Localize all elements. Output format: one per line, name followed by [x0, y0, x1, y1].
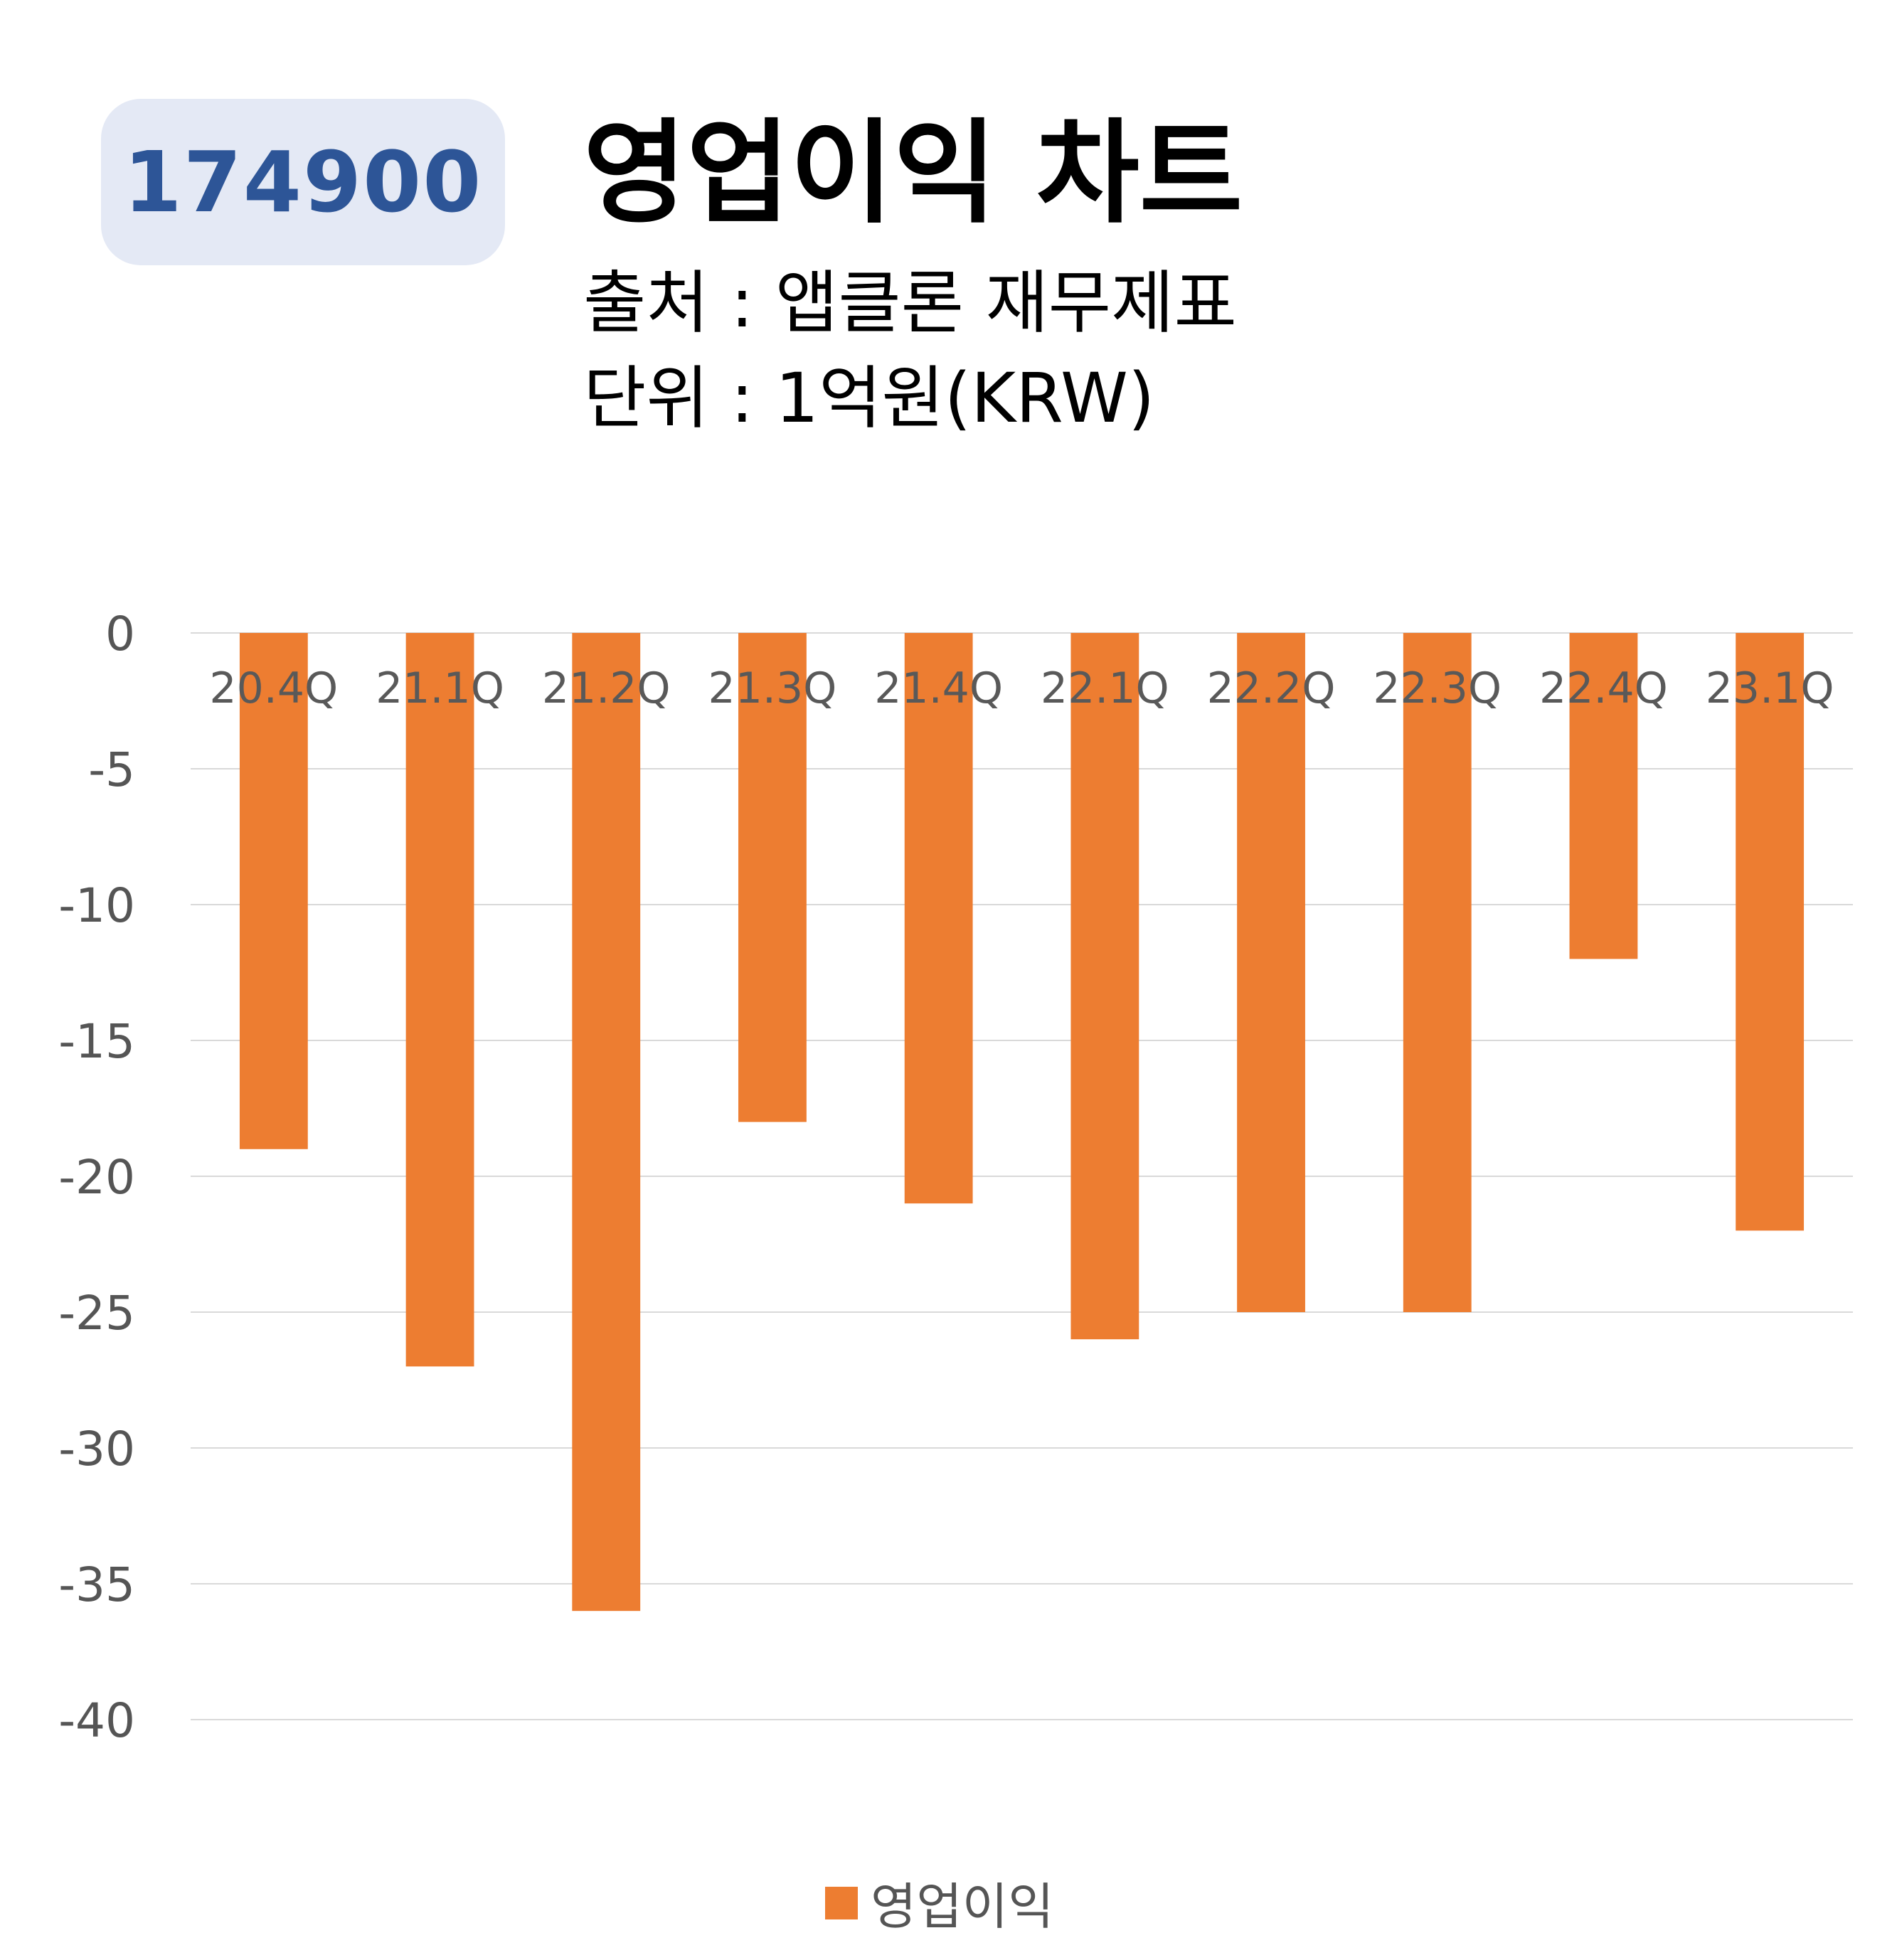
legend-swatch [825, 1886, 858, 1919]
bar [1569, 633, 1638, 959]
legend-label: 영업이익 [871, 1878, 1054, 1936]
bar [405, 633, 474, 1367]
x-category-label: 20.4Q [209, 664, 338, 713]
x-category-label: 21.2Q [542, 664, 671, 713]
bar [1237, 633, 1305, 1312]
y-axis-ticks: 0 -5 -10 -15 -20 -25 -30 -35 -40 [58, 607, 135, 1748]
source-line: 출처 : 앱클론 재무제표 [583, 263, 1237, 343]
legend: 영업이익 [825, 1867, 1054, 1939]
x-axis-labels: 20.4Q 21.1Q 21.2Q 21.3Q 21.4Q 22.1Q 22.2Q 22.3Q… [209, 664, 1834, 713]
stock-code-badge: 174900 [101, 99, 505, 265]
bar [572, 633, 641, 1612]
x-category-label: 21.1Q [376, 664, 504, 713]
y-tick-label: -5 [88, 742, 135, 797]
y-tick-label: -15 [58, 1014, 135, 1069]
x-category-label: 22.4Q [1539, 664, 1668, 713]
y-tick-label: -40 [58, 1693, 135, 1748]
bar [1403, 633, 1472, 1312]
bar [239, 633, 308, 1149]
x-category-label: 22.2Q [1207, 664, 1336, 713]
y-tick-label: -30 [58, 1422, 135, 1476]
y-tick-label: -10 [58, 878, 135, 933]
x-category-label: 21.3Q [708, 664, 837, 713]
y-tick-label: -25 [58, 1286, 135, 1341]
y-tick-label: 0 [105, 607, 135, 661]
bar [738, 633, 807, 1122]
unit-line: 단위 : 1억원(KRW) [583, 358, 1155, 438]
x-category-label: 22.1Q [1041, 664, 1169, 713]
bar [1070, 633, 1139, 1340]
y-tick-label: -20 [58, 1150, 135, 1205]
bar-chart: 0 -5 -10 -15 -20 -25 -30 -35 -40 20.4Q 21.1Q 21.2Q… [58, 607, 1853, 1748]
x-category-label: 22.3Q [1373, 664, 1502, 713]
stock-code: 174900 [123, 133, 483, 231]
y-tick-label: -35 [58, 1557, 135, 1612]
x-category-label: 21.4Q [874, 664, 1003, 713]
bar [904, 633, 973, 1204]
chart-title: 영업이익 차트 [583, 108, 1243, 239]
bars [239, 633, 1805, 1612]
x-category-label: 23.1Q [1706, 664, 1834, 713]
bar [1736, 633, 1805, 1231]
